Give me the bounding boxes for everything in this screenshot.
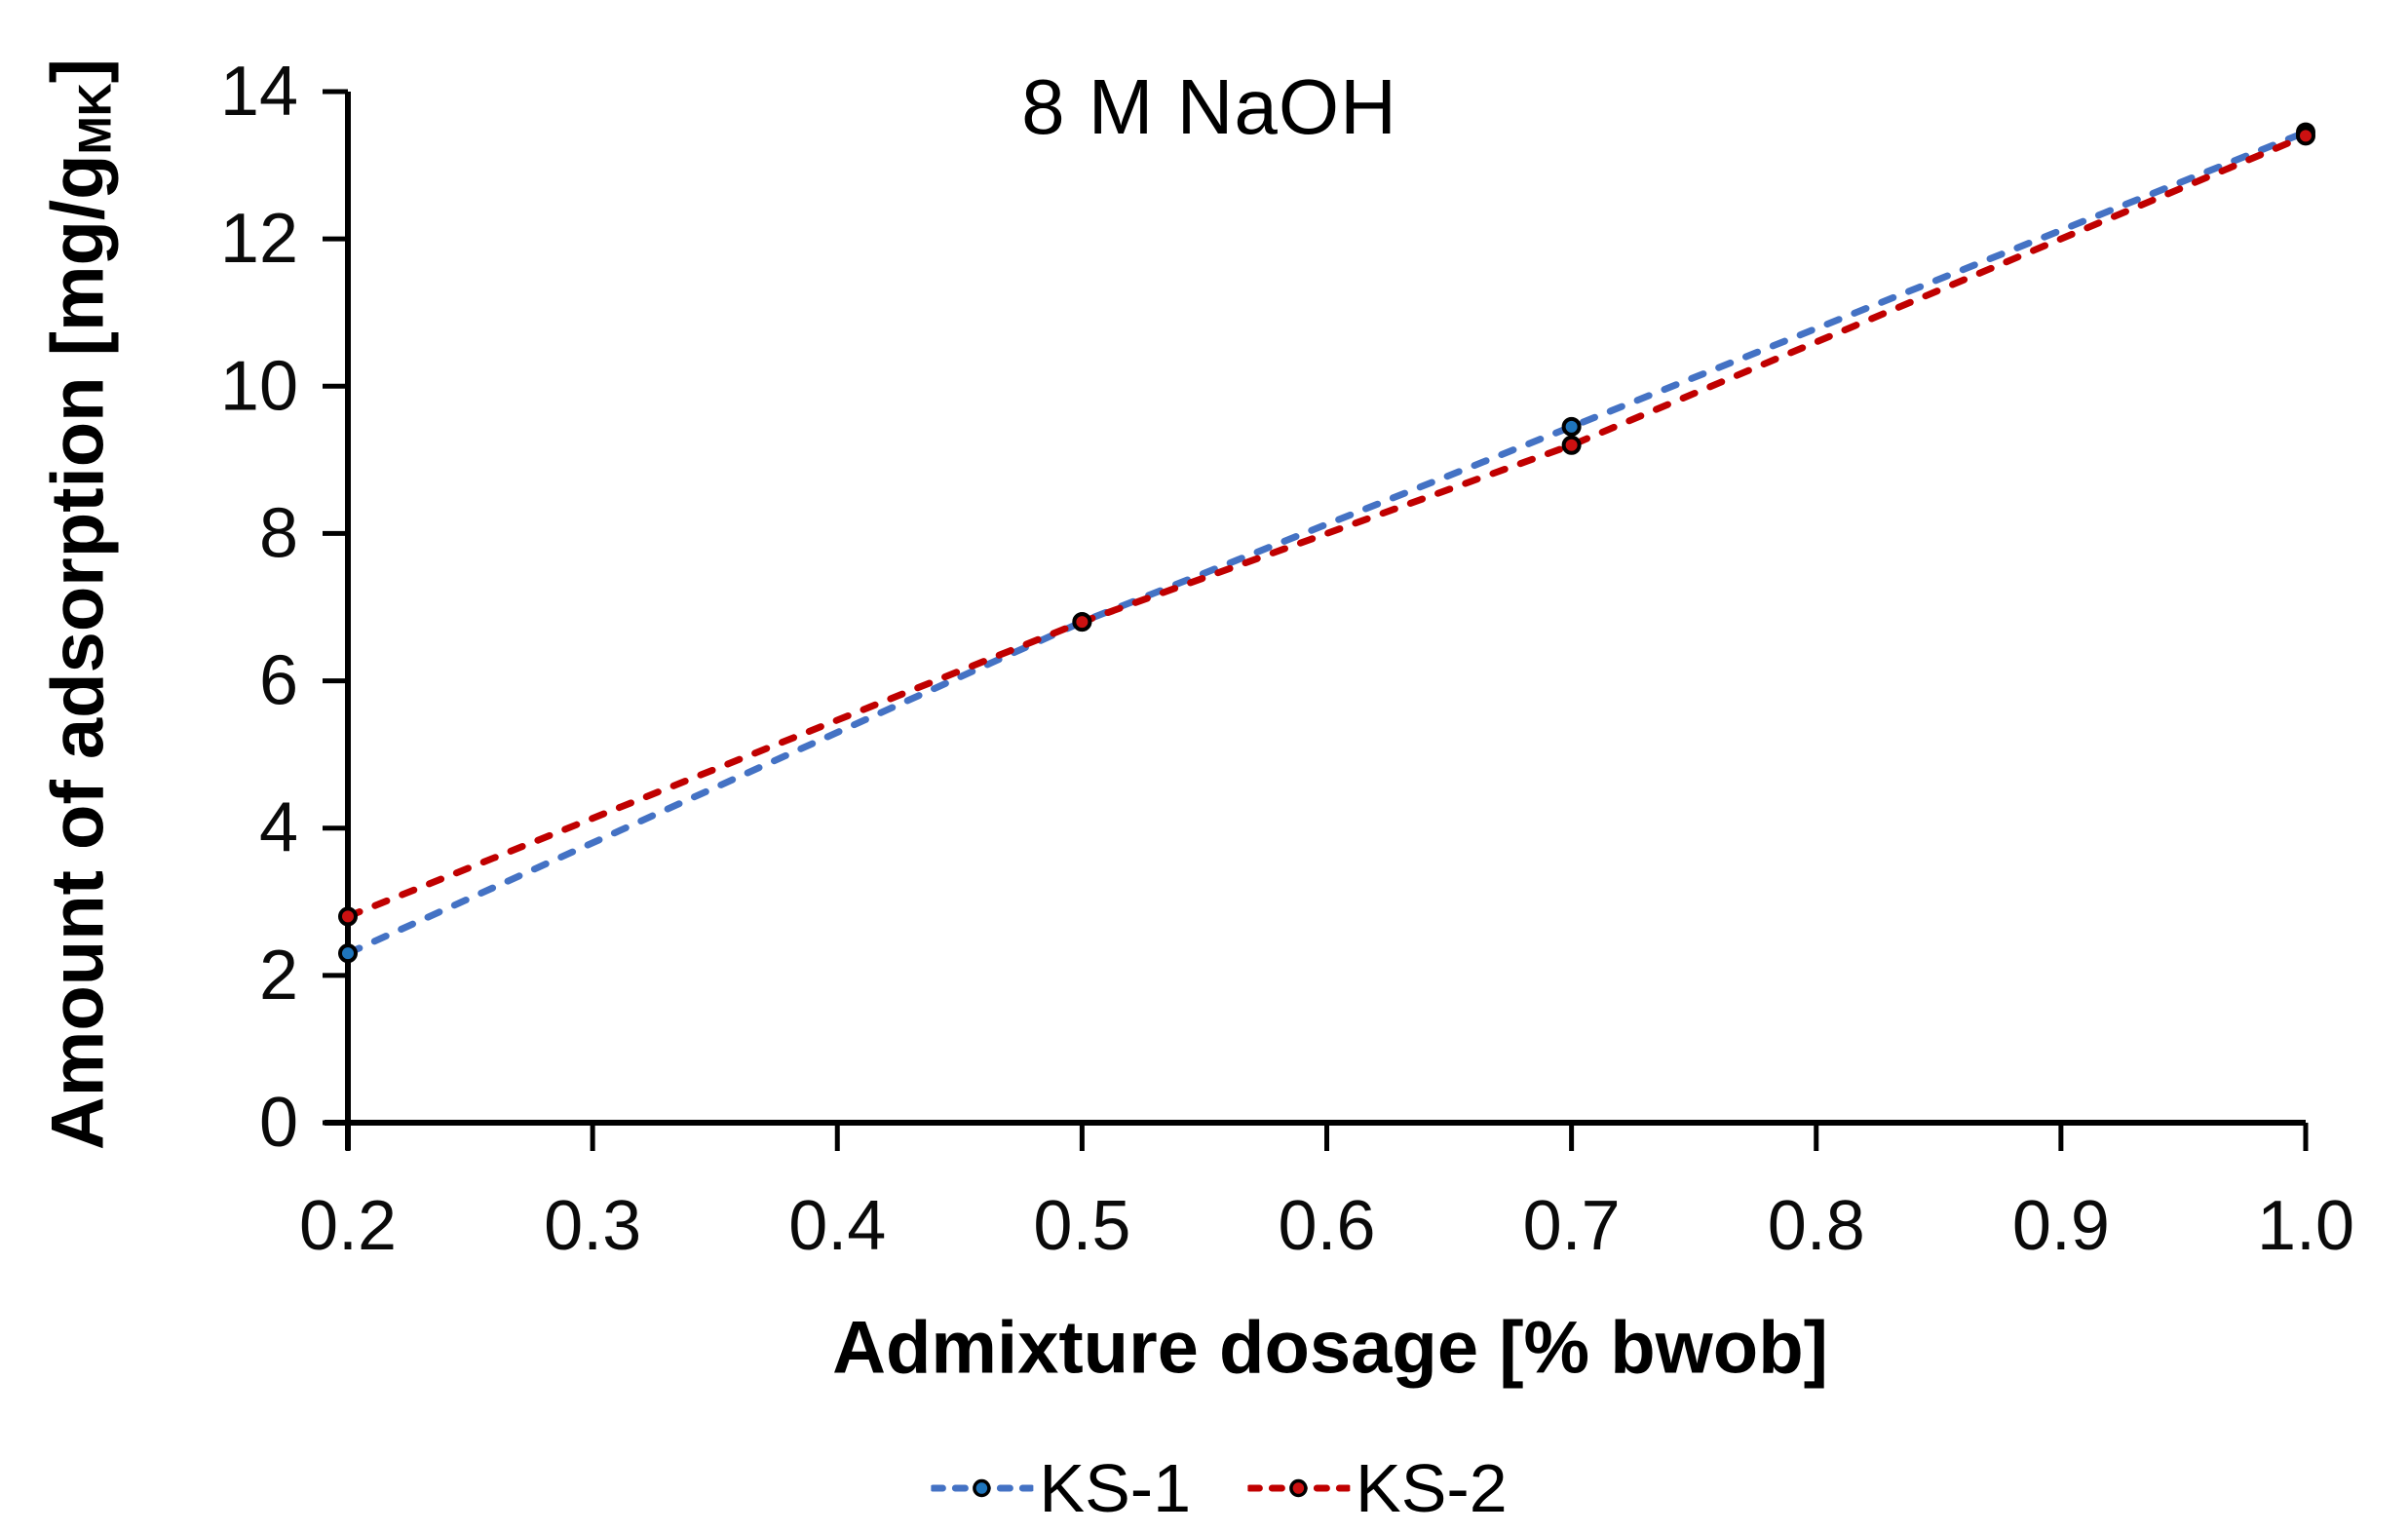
series-line-ks-1: [344, 129, 2310, 957]
y-tick-label: 2: [259, 937, 298, 1015]
y-tick-label: 8: [259, 494, 298, 572]
x-tick-label: 0.5: [1033, 1187, 1130, 1265]
data-point-ks-2: [2296, 126, 2315, 146]
x-tick-label: 0.4: [788, 1187, 886, 1265]
x-tick-label: 0.8: [1768, 1187, 1865, 1265]
x-tick-label: 0.3: [544, 1187, 641, 1265]
legend-label-ks-1: KS-1: [1039, 1450, 1191, 1526]
x-tick-label: 0.9: [2012, 1187, 2110, 1265]
y-tick-label: 10: [220, 347, 298, 425]
legend-marker-icon: [1288, 1478, 1308, 1498]
legend-item-ks-2: KS-2: [1247, 1449, 1508, 1527]
y-tick-label: 6: [259, 642, 298, 720]
y-tick-label: 14: [220, 53, 298, 131]
data-point-ks-1: [1561, 416, 1582, 437]
legend-line-sample-ks-1: [931, 1478, 1034, 1498]
x-tick-label: 0.2: [299, 1187, 397, 1265]
legend-line-sample-ks-2: [1247, 1478, 1350, 1498]
legend-item-ks-1: KS-1: [931, 1449, 1191, 1527]
x-tick-label: 0.6: [1278, 1187, 1375, 1265]
x-axis-title: Admixture dosage [% bwob]: [832, 1306, 1828, 1390]
y-tick-label: 4: [259, 789, 298, 867]
data-point-ks-2: [1072, 612, 1092, 632]
chart-title: 8 M NaOH: [1021, 63, 1397, 150]
data-point-ks-2: [338, 906, 358, 927]
data-point-ks-2: [1561, 435, 1582, 455]
legend-marker-icon: [973, 1478, 991, 1498]
series-line-ks-2: [344, 132, 2310, 920]
legend: KS-1 KS-2: [931, 1449, 1508, 1527]
x-tick-label: 1.0: [2257, 1187, 2354, 1265]
x-tick-label: 0.7: [1523, 1187, 1621, 1265]
legend-label-ks-2: KS-2: [1356, 1450, 1508, 1526]
data-point-ks-1: [338, 943, 358, 964]
y-tick-label: 12: [220, 200, 298, 278]
y-tick-label: 0: [259, 1084, 298, 1162]
